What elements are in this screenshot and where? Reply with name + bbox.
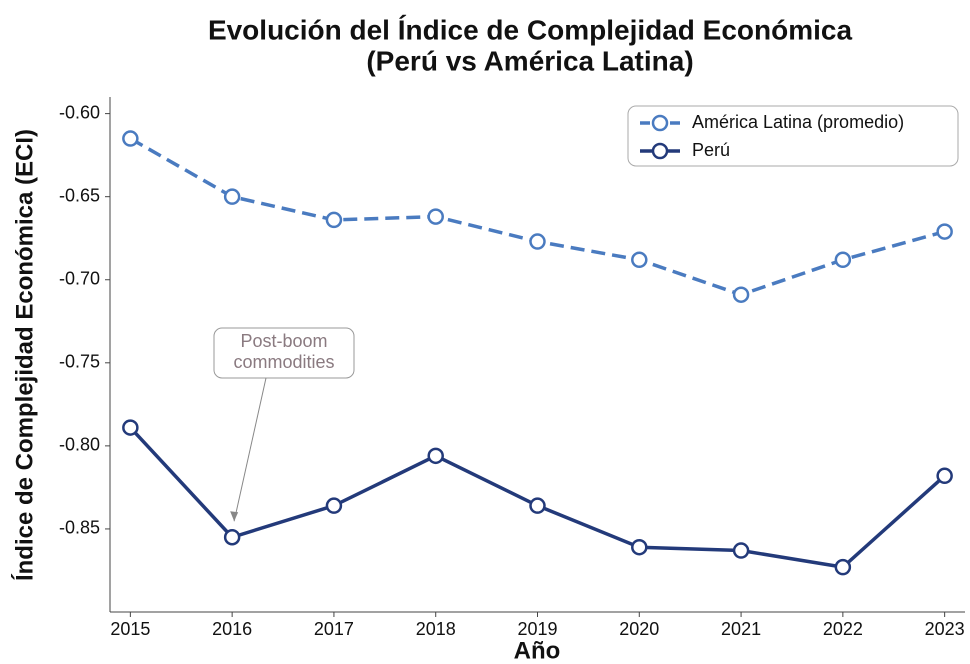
point [427, 208, 444, 225]
x-tick-label: 2019 [517, 619, 557, 639]
point [834, 251, 852, 269]
x-tick-label: 2020 [619, 619, 659, 639]
y-tick-label: -0.75 [59, 352, 100, 372]
point [732, 286, 750, 303]
y-tick-label: -0.80 [59, 435, 100, 455]
x-tick-label: 2023 [925, 619, 965, 639]
point [427, 447, 444, 465]
point [732, 542, 750, 559]
legend-marker [651, 142, 669, 160]
x-tick-label: 2017 [314, 619, 354, 639]
point [529, 497, 546, 514]
y-tick-label: -0.85 [59, 518, 100, 538]
point [122, 419, 139, 436]
x-tick-label: 2018 [416, 619, 456, 639]
x-tick-label: 2016 [212, 619, 252, 639]
point [529, 233, 546, 250]
y-tick-label: -0.60 [59, 102, 100, 122]
annotation-arrowhead [230, 511, 239, 522]
annotation-arrow [233, 377, 267, 522]
x-tick-label: 2022 [823, 619, 863, 639]
annotation-box [213, 327, 355, 379]
series-line [129, 426, 946, 570]
point [631, 251, 648, 269]
point [223, 528, 241, 546]
legend-label: Perú [692, 140, 730, 160]
point [122, 130, 139, 147]
point [936, 467, 953, 485]
annotation-text: commodities [233, 352, 334, 372]
point [325, 497, 343, 514]
x-tick-label: 2021 [721, 619, 761, 639]
legend-marker [651, 114, 669, 132]
point [325, 211, 343, 229]
chart-title: Evolución del Índice de Complejidad Econ… [208, 14, 853, 45]
x-tick-label: 2015 [110, 619, 150, 639]
point [223, 188, 241, 205]
annotation-text: Post-boom [240, 331, 327, 351]
y-axis-label: Índice de Complejidad Económica (ECI) [10, 129, 38, 581]
point [631, 538, 648, 556]
point [936, 223, 953, 240]
y-tick-label: -0.70 [59, 268, 100, 288]
chart-title: (Perú vs América Latina) [366, 45, 693, 76]
y-tick-label: -0.65 [59, 185, 100, 205]
x-axis-label: Año [514, 637, 561, 664]
legend-label: América Latina (promedio) [692, 112, 904, 132]
point [834, 558, 852, 576]
legend-box [627, 105, 959, 167]
